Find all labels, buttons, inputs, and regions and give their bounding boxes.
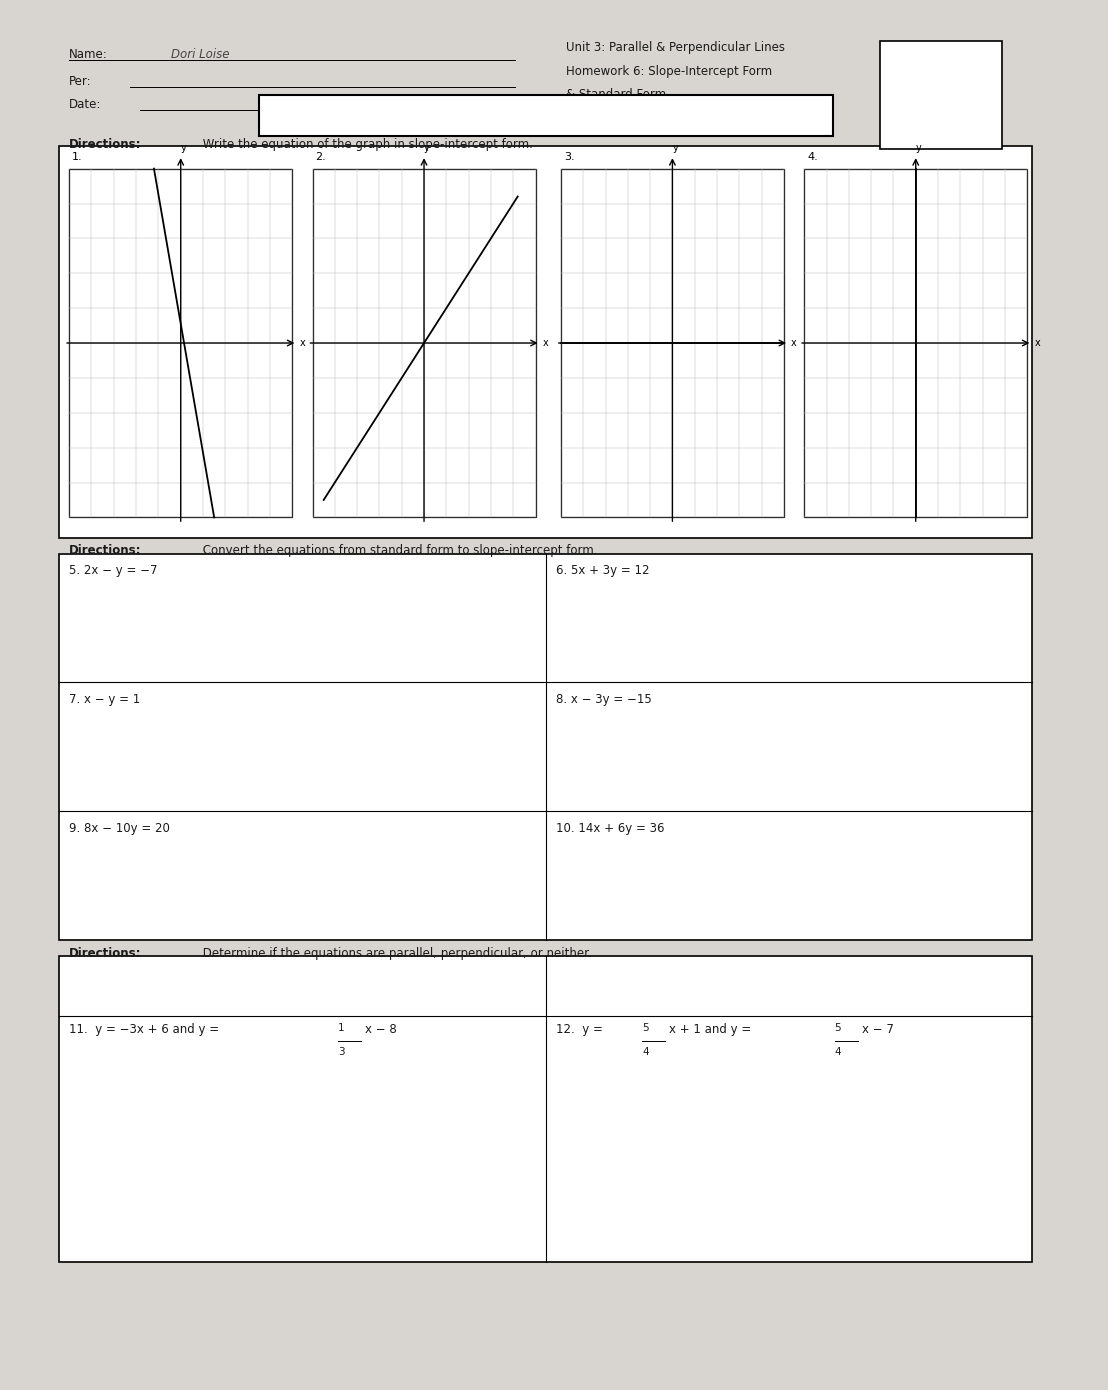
Text: ** This is a 2-page document! **: ** This is a 2-page document! **: [433, 97, 658, 111]
Text: 5: 5: [642, 1023, 648, 1033]
Text: y: y: [424, 143, 430, 153]
Text: 4: 4: [834, 1047, 841, 1058]
Text: x: x: [299, 338, 305, 348]
Text: x − 8: x − 8: [366, 1023, 397, 1036]
Bar: [59, 553, 1033, 940]
Text: & Standard Form: & Standard Form: [566, 88, 666, 101]
Text: Unit 3: Parallel & Perpendicular Lines: Unit 3: Parallel & Perpendicular Lines: [566, 42, 784, 54]
FancyBboxPatch shape: [259, 95, 832, 136]
Text: Convert the equations from standard form to slope-intercept form.: Convert the equations from standard form…: [199, 545, 597, 557]
Bar: [312, 168, 535, 517]
Text: 2.: 2.: [316, 152, 326, 161]
Text: 11.  y = −3x + 6 and y =: 11. y = −3x + 6 and y =: [69, 1023, 223, 1036]
Text: Per:: Per:: [69, 75, 92, 88]
Text: x − 7: x − 7: [862, 1023, 894, 1036]
Text: 7. x − y = 1: 7. x − y = 1: [69, 694, 141, 706]
Text: 3: 3: [338, 1047, 345, 1058]
Text: Homework 6: Slope-Intercept Form: Homework 6: Slope-Intercept Form: [566, 65, 772, 78]
Text: x: x: [791, 338, 797, 348]
Text: Directions:: Directions:: [69, 545, 142, 557]
Bar: [880, 42, 1002, 149]
Text: Date:: Date:: [69, 97, 102, 111]
Text: y: y: [916, 143, 922, 153]
Bar: [59, 146, 1033, 538]
Text: Dori Loise: Dori Loise: [171, 47, 229, 61]
Bar: [804, 168, 1027, 517]
Bar: [59, 956, 1033, 1262]
Text: 6. 5x + 3y = 12: 6. 5x + 3y = 12: [556, 564, 649, 577]
Text: Directions:: Directions:: [69, 138, 142, 150]
Text: 9. 8x − 10y = 20: 9. 8x − 10y = 20: [69, 821, 170, 835]
Bar: [561, 168, 784, 517]
Text: 3.: 3.: [564, 152, 575, 161]
Text: 4: 4: [642, 1047, 648, 1058]
Text: x + 1 and y =: x + 1 and y =: [669, 1023, 756, 1036]
Bar: [69, 168, 293, 517]
Text: Determine if the equations are parallel, perpendicular, or neither.: Determine if the equations are parallel,…: [199, 947, 592, 959]
Text: Name:: Name:: [69, 47, 107, 61]
Text: Write the equation of the graph in slope-intercept form.: Write the equation of the graph in slope…: [199, 138, 533, 150]
Text: x: x: [543, 338, 548, 348]
Text: 4.: 4.: [808, 152, 818, 161]
Text: x: x: [1035, 338, 1040, 348]
Text: 12.  y =: 12. y =: [556, 1023, 606, 1036]
Text: 1.: 1.: [72, 152, 83, 161]
Text: 5: 5: [834, 1023, 841, 1033]
Text: y: y: [181, 143, 186, 153]
Text: Directions:: Directions:: [69, 947, 142, 959]
Text: 5. 2x − y = −7: 5. 2x − y = −7: [69, 564, 157, 577]
Text: 1: 1: [338, 1023, 345, 1033]
Text: 10. 14x + 6y = 36: 10. 14x + 6y = 36: [556, 821, 665, 835]
Text: y: y: [673, 143, 678, 153]
Text: 8. x − 3y = −15: 8. x − 3y = −15: [556, 694, 652, 706]
